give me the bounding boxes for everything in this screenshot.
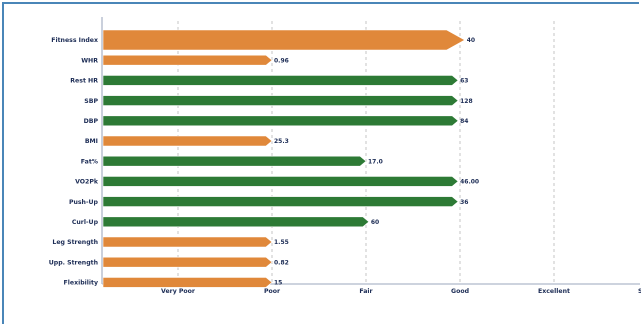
category-label: Fat% [81, 158, 98, 165]
x-tick-label: Good [451, 288, 469, 295]
bar-fitness-index [102, 29, 466, 51]
fitness-chart: Fitness Index 40 WHR 0.96 Rest HR 63 SBP 128 DBP… [49, 17, 641, 295]
value-label: 46.00 [460, 179, 479, 186]
bar-vo2pk [102, 176, 459, 187]
label-layer: Fitness Index 40 WHR 0.96 Rest HR 63 SBP 128 DBP… [49, 37, 479, 286]
bar-push-up [102, 196, 459, 207]
bar-whr [102, 54, 273, 66]
value-label: 40 [467, 37, 475, 44]
bar-fat- [102, 155, 367, 167]
category-label: Flexibility [64, 280, 98, 287]
x-tick-label: Fair [359, 288, 373, 295]
category-label: VO2Pk [75, 179, 99, 186]
category-label: DBP [84, 118, 99, 125]
bar-upp-strength [102, 256, 273, 268]
value-label: 15 [274, 280, 282, 287]
x-tick-label: Excellent [538, 288, 570, 295]
bar-curl-up [102, 216, 370, 228]
value-label: 0.82 [274, 259, 289, 266]
category-label: Upp. Strength [49, 259, 98, 266]
bar-bmi [102, 135, 273, 147]
category-label: BMI [85, 138, 98, 145]
category-label: WHR [81, 57, 98, 64]
bar-leg-strength [102, 236, 273, 248]
bar-flexibility [102, 277, 273, 288]
x-tick-label: Very Poor [161, 288, 196, 295]
value-label: 60 [371, 219, 379, 226]
bar-sbp [102, 95, 459, 106]
category-label: SBP [84, 98, 98, 105]
value-label: 25.3 [274, 138, 289, 145]
value-label: 1.55 [274, 239, 289, 246]
value-label: 128 [460, 98, 473, 105]
bar-rest-hr [102, 75, 459, 86]
category-label: Push-Up [69, 199, 99, 206]
category-label: Fitness Index [51, 37, 98, 44]
category-label: Rest HR [70, 78, 98, 85]
category-label: Leg Strength [52, 239, 98, 246]
tick-layer: Very Poor Poor Fair Good Excellent Superior [161, 288, 641, 295]
category-label: Curl-Up [72, 219, 99, 226]
bar-dbp [102, 115, 459, 127]
bar-layer [102, 29, 466, 288]
x-tick-label: Poor [264, 288, 281, 295]
value-label: 0.96 [274, 57, 289, 64]
x-tick-label: Superior [638, 288, 641, 295]
value-label: 17.0 [368, 158, 383, 165]
value-label: 84 [460, 118, 468, 125]
value-label: 36 [460, 199, 468, 206]
value-label: 63 [460, 78, 468, 85]
